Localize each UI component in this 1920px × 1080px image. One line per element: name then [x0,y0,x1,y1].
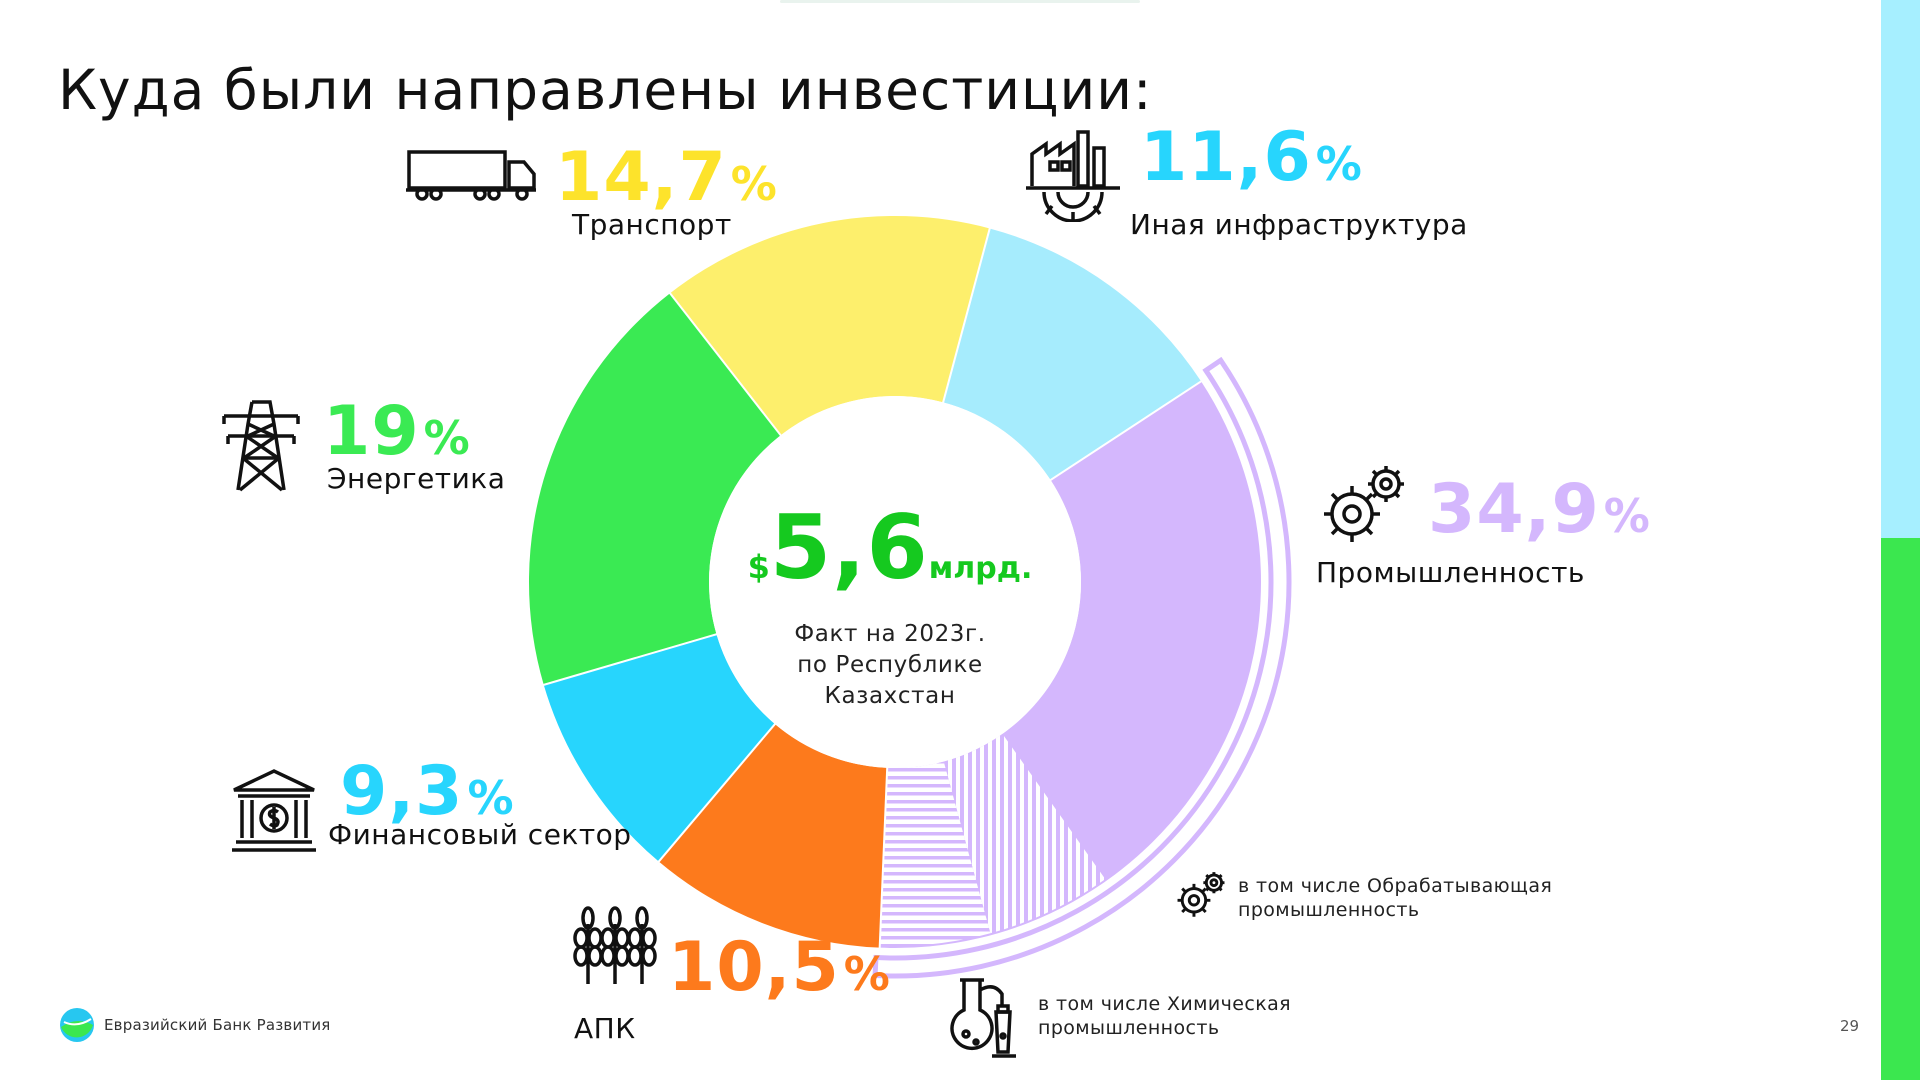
wheat-icon [572,904,658,986]
bank-icon [230,768,318,854]
industry-bracket [872,356,1292,979]
chemical-hatch [879,761,991,947]
finance-label: Финансовый сектор [328,818,632,851]
industry-label: Промышленность [1316,556,1585,589]
slice-3 [543,634,775,862]
chemical-note: в том числе Химическая промышленность [1038,993,1291,1039]
caption-line: по Республике [797,652,983,678]
industry-percent: 34,9% [1428,470,1651,549]
slice-separator [878,766,889,949]
amount-value: 5,6 [769,496,929,599]
transport-label: Транспорт [572,208,732,241]
energy-label: Энергетика [327,462,506,495]
caption-line: Факт на 2023г. [794,621,986,647]
slice-separator [657,722,777,863]
logo-icon [60,1008,94,1042]
infrastructure-percent: 11,6% [1140,118,1363,197]
finance-percent: 9,3% [340,752,515,831]
side-bar-top [1881,0,1920,538]
page-title: Куда были направлены инвестиции: [58,58,1153,122]
slice-separator [542,633,718,687]
factory-gear-icon [1024,126,1122,222]
total-amount: $5,6млрд. [720,496,1060,599]
energy-percent: 19% [323,392,471,471]
slice-separator [941,227,991,404]
top-divider [780,0,1140,3]
page-number: 29 [1840,1017,1860,1035]
slice-separator [668,291,783,437]
manufacturing-note: в том числе Обрабатывающая промышленност… [1238,875,1553,921]
agro-percent: 10,5% [668,928,891,1007]
lab-flask-icon [944,976,1024,1060]
infrastructure-label: Иная инфраструктура [1130,208,1468,241]
power-tower-icon [222,398,300,492]
bank-logo: Евразийский Банк Развития [58,1006,331,1044]
gears-icon [1318,462,1410,548]
slice-separator [1049,379,1203,482]
transport-percent: 14,7% [555,138,778,217]
manufacturing-hatch [943,733,1106,934]
slice-0 [943,228,1202,481]
currency-sign: $ [747,548,770,586]
truck-icon [406,148,538,202]
donut-hole [709,396,1081,768]
manufacturing-gears-icon [1174,868,1228,922]
chart-center: $5,6млрд. Факт на 2023г. по Республике К… [720,496,1060,712]
center-caption: Факт на 2023г. по Республике Казахстан [720,619,1060,712]
logo-text: Евразийский Банк Развития [104,1016,331,1034]
slice-5 [670,216,990,436]
side-bar-bottom [1881,538,1920,1080]
agro-label: АПК [574,1012,636,1045]
amount-unit: млрд. [928,551,1033,586]
caption-line: Казахстан [824,683,956,709]
slice-4 [529,293,781,685]
slice-2 [658,724,888,948]
